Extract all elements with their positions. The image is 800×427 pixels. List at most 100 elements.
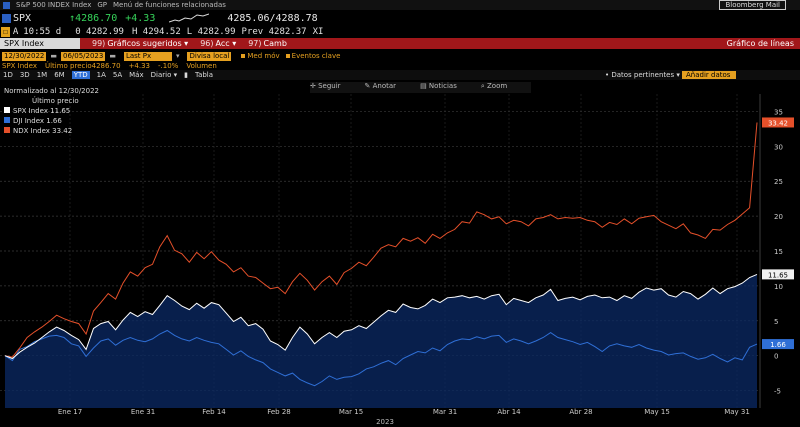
last-value-badge xyxy=(762,117,794,128)
y-tick-label: 30 xyxy=(774,143,783,151)
y-tick-label: 25 xyxy=(774,178,783,186)
end-date-input[interactable]: 06/05/2023 xyxy=(60,51,106,61)
series-line-dji xyxy=(4,329,758,387)
ohlc-line: ☐ A 10:55 d 0 4282.99 H 4294.52 L 4282.9… xyxy=(0,26,800,37)
last-value-label: 1.66 xyxy=(770,341,786,349)
sparkline-icon xyxy=(169,13,210,23)
open-price: 0 4282.99 xyxy=(75,26,124,37)
chart-tools: ✛ Seguir ✎ Anotar ▤ Noticias ⌕ Zoom xyxy=(310,82,532,93)
y-tick-label: 20 xyxy=(774,213,783,221)
relevant-data-menu[interactable]: • Datos pertinentes ▾ xyxy=(605,71,680,79)
y-tick-label: 35 xyxy=(774,108,783,116)
key-events-toggle[interactable]: Eventos clave xyxy=(291,52,341,60)
gp-menu[interactable]: GP xyxy=(97,1,107,9)
x-tick-label: Abr 28 xyxy=(569,408,592,416)
frequency-select[interactable]: Diario ▾ xyxy=(150,71,178,79)
info-change: +4.33 xyxy=(128,61,151,70)
start-date-input[interactable]: 12/30/2022 xyxy=(2,51,47,61)
news-tool[interactable]: ▤ Noticias xyxy=(420,82,457,90)
quote-line: SPX ↑4286.70 +4.33 4285.06/4288.78 xyxy=(0,10,800,26)
y-tick-label: 10 xyxy=(774,283,783,291)
low-price: L 4282.99 xyxy=(186,26,236,37)
period-1a[interactable]: 1A xyxy=(96,71,106,79)
chart-type-title: Gráfico de líneas xyxy=(726,39,794,48)
period-5a[interactable]: 5A xyxy=(112,71,123,79)
info-label: Último precio xyxy=(44,61,92,70)
info-security: SPX Index xyxy=(2,61,37,70)
last-price: ↑4286.70 xyxy=(69,12,118,24)
key-events-icon xyxy=(285,54,290,58)
line-chart[interactable]: 35 30 25 20 15 10 5 0 -5 Ene 17 Ene 31 Feb 14 Feb 28… xyxy=(0,80,800,427)
period-6m[interactable]: 6M xyxy=(54,71,65,79)
security-field[interactable]: SPX Index xyxy=(0,38,80,49)
y-tick-label: -5 xyxy=(774,388,781,396)
x-tick-label: May 31 xyxy=(724,408,750,416)
follow-tool[interactable]: ✛ Seguir xyxy=(310,82,341,90)
prev-close: Prev 4282.37 xyxy=(241,26,307,37)
ticker-symbol: SPX xyxy=(13,12,32,24)
function-bar: SPX Index 99) Gráficos sugeridos ▾ 96) Acc… xyxy=(0,38,800,49)
volume-toggle[interactable]: Volumen xyxy=(186,61,217,70)
y-tick-label: 15 xyxy=(774,248,783,256)
x-axis-label: 2023 xyxy=(376,418,394,426)
moving-average-icon xyxy=(241,54,246,58)
top-menu-bar: S&P 500 INDEX Index GP Menú de funciones… xyxy=(0,0,800,10)
market-status-icon: ☐ xyxy=(1,26,10,37)
last-px-select[interactable]: Last Px xyxy=(123,51,172,61)
period-1d[interactable]: 1D xyxy=(3,71,13,79)
period-max[interactable]: Máx xyxy=(129,71,144,79)
series-line-ndx xyxy=(4,122,758,358)
ticker-color-icon xyxy=(2,13,11,23)
table-button[interactable]: Tabla xyxy=(194,71,214,79)
price-info-bar: SPX Index Último precio 4286.70 +4.33 -.… xyxy=(0,61,800,70)
period-ytd[interactable]: YTD xyxy=(71,71,90,79)
last-value-badge xyxy=(762,269,794,280)
last-value-badge xyxy=(762,339,794,350)
x-tick-label: Ene 31 xyxy=(131,408,155,416)
zoom-tool[interactable]: ⌕ Zoom xyxy=(480,82,508,90)
info-price: 4286.70 xyxy=(91,61,121,70)
y-tick-label: 5 xyxy=(774,318,778,326)
chart-bar-icon[interactable]: ▮ xyxy=(184,71,188,79)
x-tick-label: Abr 14 xyxy=(497,408,521,416)
ticker-checkbox-icon[interactable] xyxy=(3,1,10,9)
period-1m[interactable]: 1M xyxy=(36,71,48,79)
x-tick-label: Feb 14 xyxy=(202,408,226,416)
series-line-spx xyxy=(4,273,758,360)
bid-ask: 4285.06/4288.78 xyxy=(227,12,318,24)
annotate-tool[interactable]: ✎ Anotar xyxy=(364,82,397,90)
quote-time: 10:55 d xyxy=(23,26,62,37)
spx-area-fill xyxy=(5,274,757,408)
x-tick-label: Mar 15 xyxy=(339,408,363,416)
chart-legend: Normalizado al 12/30/2022 Último precio … xyxy=(4,86,99,136)
period-toolbar: 1D 3D 1M 6M YTD 1A 5A Máx Diario ▾ ▮ Tab… xyxy=(0,70,800,80)
menu-actions[interactable]: 96) Acc ▾ xyxy=(200,39,237,48)
ticker-menu[interactable]: S&P 500 INDEX Index xyxy=(16,1,92,9)
last-value-label: 11.65 xyxy=(768,271,788,279)
last-value-label: 33.42 xyxy=(768,119,788,127)
x-tick-label: Mar 31 xyxy=(433,408,457,416)
related-functions-menu[interactable]: Menú de funciones relacionadas xyxy=(113,1,226,9)
legend-swatch xyxy=(4,107,10,113)
legend-swatch xyxy=(4,117,10,123)
menu-change[interactable]: 97) Camb xyxy=(248,39,287,48)
legend-item-spx[interactable]: SPX Index 11.65 xyxy=(4,106,99,116)
legend-item-dji[interactable]: DJI Index 1.66 xyxy=(4,116,99,126)
add-data-button[interactable]: Añadir datos xyxy=(682,71,736,79)
exchange-code: XI xyxy=(312,26,324,37)
currency-select[interactable]: Divisa local xyxy=(187,51,232,61)
moving-average-toggle[interactable]: Med móv xyxy=(247,52,280,60)
legend-normalization: Normalizado al 12/30/2022 xyxy=(4,87,99,95)
price-change: +4.33 xyxy=(125,12,156,24)
info-percent: -.10% xyxy=(158,61,179,70)
legend-swatch xyxy=(4,127,10,133)
menu-suggested-charts[interactable]: 99) Gráficos sugeridos ▾ xyxy=(92,39,189,48)
period-3d[interactable]: 3D xyxy=(19,71,30,79)
high-price: H 4294.52 xyxy=(131,26,181,37)
bloomberg-mail-button[interactable]: Bloomberg Mail xyxy=(719,0,786,10)
legend-item-ndx[interactable]: NDX Index 33.42 xyxy=(4,126,99,136)
x-tick-label: May 15 xyxy=(644,408,670,416)
chart-settings-bar: 12/30/2022 ▬ 06/05/2023 ▬ Last Px ▾ Divi… xyxy=(2,51,341,61)
legend-subtitle: Último precio xyxy=(32,97,79,105)
x-tick-label: Feb 28 xyxy=(267,408,291,416)
